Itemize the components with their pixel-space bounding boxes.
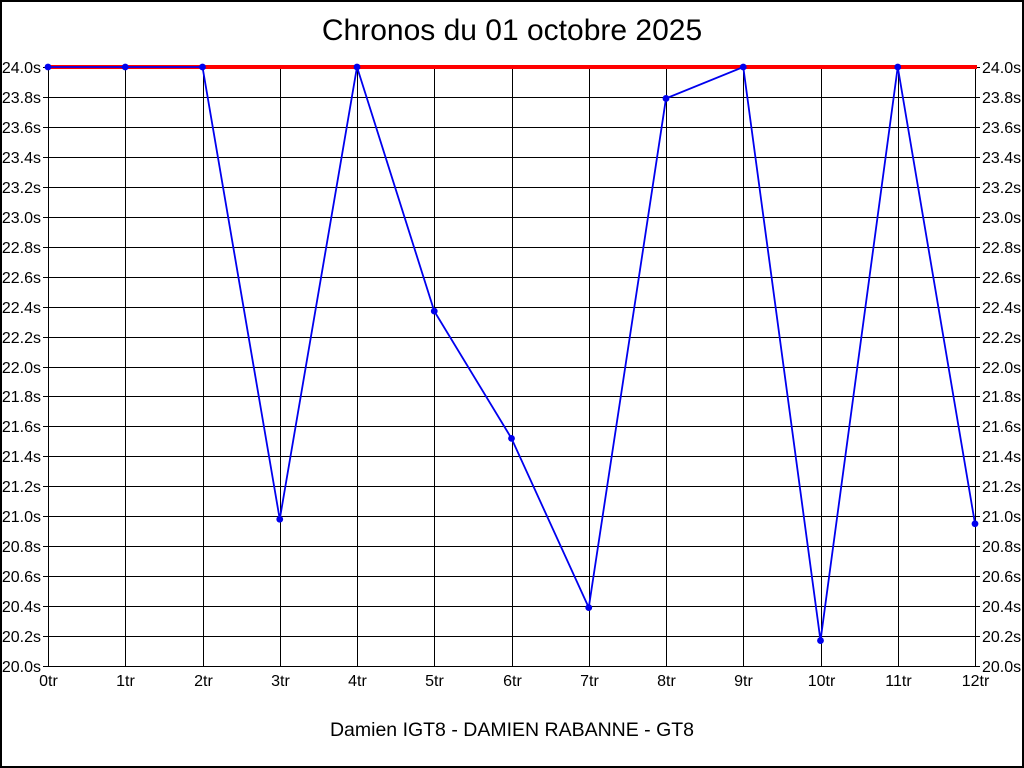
y-tick-label-left: 21.6s — [2, 419, 41, 436]
y-tick-label-right: 23.4s — [982, 150, 1021, 167]
y-tick-label-right: 22.4s — [982, 300, 1021, 317]
y-tick-label-right: 22.8s — [982, 240, 1021, 257]
y-tick-label-left: 20.8s — [2, 539, 41, 556]
x-tick-label: 0tr — [39, 673, 58, 690]
y-tick-label-right: 20.4s — [982, 599, 1021, 616]
y-tick-label-right: 20.0s — [982, 659, 1021, 676]
data-point — [971, 520, 979, 528]
x-tick-label: 12tr — [962, 673, 990, 690]
x-tick-label: 8tr — [657, 673, 676, 690]
y-tick-label-left: 21.2s — [2, 479, 41, 496]
data-point — [817, 637, 824, 644]
y-tick-label-left: 23.0s — [2, 210, 41, 227]
data-point — [585, 604, 593, 611]
y-tick-label-right: 22.0s — [982, 360, 1021, 377]
data-point — [739, 63, 747, 71]
y-tick-label-left: 20.0s — [2, 659, 41, 676]
x-tick-label: 7tr — [580, 673, 599, 690]
y-tick-label-right: 20.6s — [982, 569, 1021, 586]
y-tick-label-left: 21.8s — [2, 389, 41, 406]
data-point — [508, 434, 515, 442]
y-tick-label-right: 21.2s — [982, 479, 1021, 496]
y-tick-label-left: 20.2s — [2, 629, 41, 646]
data-point — [121, 63, 129, 71]
x-tick-label: 5tr — [425, 673, 444, 690]
y-tick-label-right: 21.6s — [982, 419, 1021, 436]
data-point — [430, 307, 438, 315]
y-tick-label-right: 24.0s — [982, 60, 1021, 77]
data-point — [353, 63, 361, 71]
x-tick-label: 10tr — [808, 673, 836, 690]
y-tick-label-left: 23.4s — [2, 150, 41, 167]
y-tick-label-left: 22.6s — [2, 270, 41, 287]
y-tick-label-right: 21.4s — [982, 449, 1021, 466]
data-point — [44, 63, 52, 71]
x-tick-label: 1tr — [116, 673, 135, 690]
y-tick-label-left: 20.6s — [2, 569, 41, 586]
data-point — [199, 63, 206, 71]
data-point — [662, 95, 670, 102]
y-tick-label-right: 23.6s — [982, 120, 1021, 137]
y-tick-label-left: 21.0s — [2, 509, 41, 526]
data-point — [894, 63, 902, 71]
y-tick-label-left: 20.4s — [2, 599, 41, 616]
x-tick-label: 6tr — [503, 673, 522, 690]
y-tick-label-right: 22.6s — [982, 270, 1021, 287]
y-tick-label-left: 23.8s — [2, 90, 41, 107]
y-tick-label-right: 21.8s — [982, 389, 1021, 406]
y-tick-label-right: 21.0s — [982, 509, 1021, 526]
y-tick-label-left: 22.2s — [2, 330, 41, 347]
x-tick-label: 9tr — [734, 673, 753, 690]
y-tick-label-left: 23.6s — [2, 120, 41, 137]
chart-footer: Damien IGT8 - DAMIEN RABANNE - GT8 — [329, 719, 695, 741]
y-tick-label-right: 20.2s — [982, 629, 1021, 646]
chart-title: Chronos du 01 octobre 2025 — [321, 14, 703, 47]
y-tick-label-left: 23.2s — [2, 180, 41, 197]
y-tick-label-right: 23.0s — [982, 210, 1021, 227]
x-tick-label: 4tr — [348, 673, 367, 690]
y-tick-label-right: 23.8s — [982, 90, 1021, 107]
x-tick-label: 3tr — [271, 673, 290, 690]
data-point — [276, 515, 284, 523]
y-tick-label-left: 24.0s — [2, 60, 41, 77]
y-tick-label-left: 22.8s — [2, 240, 41, 257]
y-tick-label-left: 22.4s — [2, 300, 41, 317]
y-tick-label-left: 22.0s — [2, 360, 41, 377]
series-line — [48, 65, 976, 641]
y-tick-label-left: 21.4s — [2, 449, 41, 466]
x-tick-label: 2tr — [194, 673, 213, 690]
y-tick-label-right: 22.2s — [982, 330, 1021, 347]
x-tick-label: 11tr — [885, 673, 912, 690]
y-tick-label-right: 20.8s — [982, 539, 1021, 556]
y-tick-label-right: 23.2s — [982, 180, 1021, 197]
